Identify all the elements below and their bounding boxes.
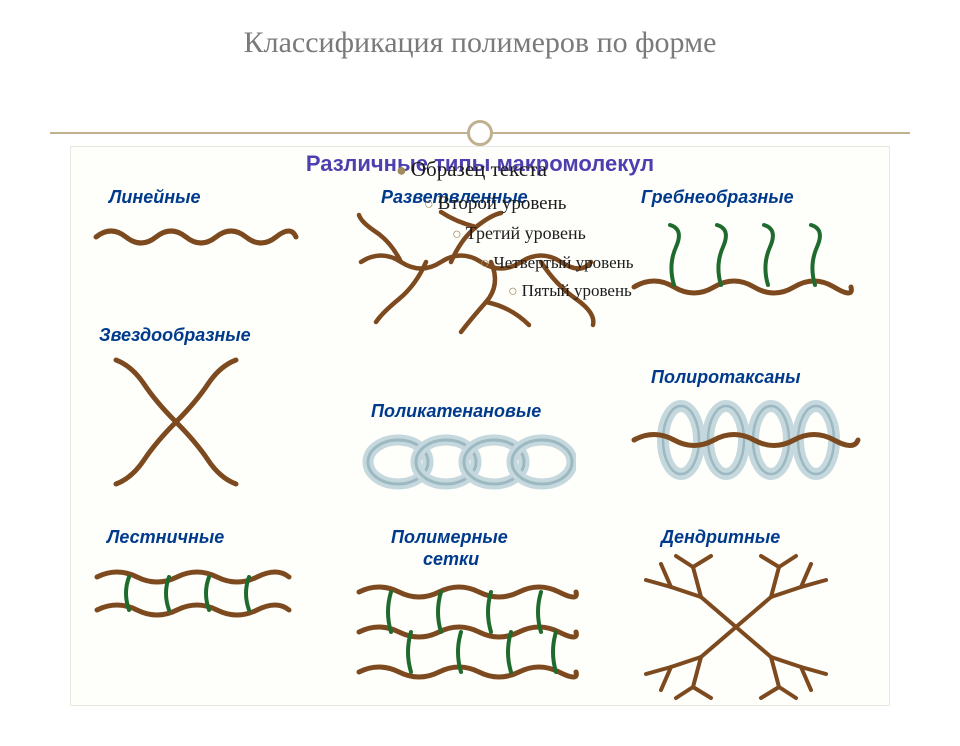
diagram-network	[351, 577, 581, 687]
bullet-icon: ●	[396, 160, 407, 180]
diagram-ladder	[89, 562, 299, 622]
template-overlay-2: ○ Третий уровень	[452, 223, 586, 244]
label-linear: Линейные	[109, 187, 201, 208]
template-overlay-4: ○ Пятый уровень	[508, 281, 632, 301]
overlay-text-1: Второй уровень	[438, 193, 567, 214]
diagram-dendrite	[631, 552, 841, 702]
bullet-icon: ○	[452, 226, 462, 243]
bullet-icon: ○	[480, 255, 490, 272]
divider	[50, 118, 910, 148]
template-overlay-1: ○ Второй уровень	[424, 193, 566, 215]
content-panel: Различные типы макромолекул Линейные Раз…	[70, 146, 890, 706]
divider-circle-icon	[467, 120, 493, 146]
overlay-text-3: Четвертый уровень	[494, 253, 634, 272]
label-network2: сетки	[423, 549, 479, 570]
overlay-text-0: Образец текста	[411, 157, 547, 181]
overlay-text-2: Третий уровень	[466, 223, 586, 243]
bullet-icon: ○	[424, 196, 434, 213]
template-overlay: ● Образец текста	[396, 157, 547, 182]
label-ladder: Лестничные	[107, 527, 224, 548]
diagram-comb	[626, 217, 856, 312]
bullet-icon: ○	[508, 283, 518, 300]
overlay-text-4: Пятый уровень	[522, 281, 632, 300]
label-rotaxane: Полиротаксаны	[651, 367, 801, 388]
page-title: Классификация полимеров по форме	[0, 26, 960, 60]
diagram-catenane	[356, 427, 576, 497]
label-catenane: Поликатенановые	[371, 401, 541, 422]
label-dendrite: Дендритные	[661, 527, 780, 548]
label-network: Полимерные	[391, 527, 508, 548]
diagram-rotaxane	[626, 395, 866, 485]
label-comb: Гребнеобразные	[641, 187, 794, 208]
diagram-linear	[91, 217, 301, 257]
template-overlay-3: ○ Четвертый уровень	[480, 253, 633, 273]
label-star: Звездообразные	[99, 325, 251, 346]
diagram-star	[96, 352, 256, 492]
